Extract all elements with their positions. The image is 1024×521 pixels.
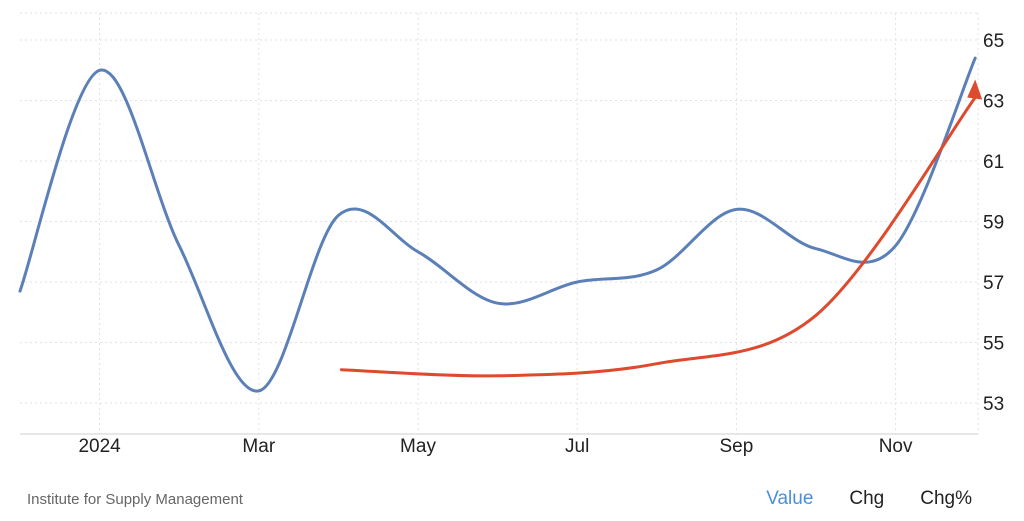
source-label: Institute for Supply Management [27,491,243,508]
y-tick-label: 65 [983,31,1004,52]
series-layer [18,56,977,393]
y-tick-label: 57 [983,273,1004,294]
y-tick-label: 53 [983,394,1004,415]
y-tick-label: 61 [983,152,1004,173]
x-tick-label: Mar [242,436,275,457]
chart: 53 55 57 59 61 63 65 2024 Mar May Jul Sep Nov [18,12,1004,457]
x-tick-label: 2024 [78,436,121,457]
y-tick-label: 55 [983,334,1004,355]
annotation-layer [339,79,983,378]
y-tick-label: 59 [983,213,1004,234]
x-tick-label: Sep [719,436,753,457]
view-tabs: Value Chg Chg% [766,488,972,510]
x-tick-label: Nov [879,436,913,457]
tab-chg[interactable]: Chg [849,488,885,509]
x-tick-label: May [400,436,436,457]
series-line [18,56,977,393]
trend-arrow-line [339,96,977,378]
grid [20,12,979,435]
tab-value[interactable]: Value [766,488,814,509]
y-tick-label: 63 [983,92,1004,113]
x-axis: 2024 Mar May Jul Sep Nov [78,436,913,457]
y-axis: 53 55 57 59 61 63 65 [983,31,1004,415]
tab-chg-pct[interactable]: Chg% [920,488,972,509]
x-tick-label: Jul [565,436,589,457]
chart-footer: Institute for Supply Management Value Ch… [0,478,1024,518]
trend-arrow-head [967,79,983,100]
